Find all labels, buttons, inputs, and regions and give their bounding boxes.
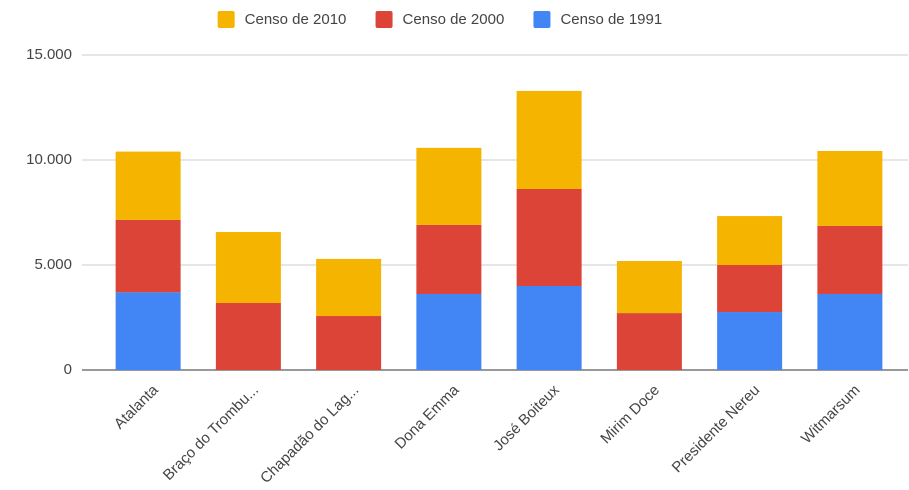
bar-segment xyxy=(516,286,582,370)
bar-segment xyxy=(416,147,482,225)
bar-segment xyxy=(817,225,883,294)
bar-segment xyxy=(616,313,682,370)
bar-segment xyxy=(215,303,281,370)
x-tick-label: José Boiteux xyxy=(490,381,563,454)
legend-label: Censo de 2000 xyxy=(403,11,505,28)
bar-segment xyxy=(717,312,783,370)
legend-swatch xyxy=(217,11,235,28)
x-tick-label: Braço do Trombu... xyxy=(160,382,262,484)
bar-segment xyxy=(817,293,883,370)
x-tick-label: Presidente Nereu xyxy=(669,382,764,477)
x-tick-label: Witmarsum xyxy=(798,382,864,448)
bar-segment xyxy=(316,258,382,317)
bar-segment xyxy=(817,150,883,226)
bar-segment xyxy=(416,293,482,370)
bar-segment xyxy=(516,188,582,286)
bar-segment xyxy=(717,216,783,265)
y-tick-label: 5.000 xyxy=(34,256,72,273)
x-tick-label: Mirim Doce xyxy=(597,382,663,448)
y-tick-label: 0 xyxy=(64,361,72,378)
bar-segment xyxy=(316,316,382,370)
legend-swatch xyxy=(375,11,393,28)
bar-segment xyxy=(717,265,783,313)
bar-segment xyxy=(115,292,181,370)
x-tick-label: Chapadão do Lag... xyxy=(257,382,362,487)
bar-segment xyxy=(616,261,682,314)
x-tick-label: Dona Emma xyxy=(392,381,463,452)
legend-label: Censo de 1991 xyxy=(560,11,662,28)
y-tick-label: 10.000 xyxy=(26,151,72,168)
bar-segment xyxy=(516,90,582,189)
bar-segment xyxy=(115,219,181,293)
legend-label: Censo de 2010 xyxy=(245,11,347,28)
x-tick-label: Atalanta xyxy=(111,381,162,432)
bar-segment xyxy=(416,224,482,294)
legend-swatch xyxy=(533,11,551,28)
y-tick-label: 15.000 xyxy=(26,46,72,63)
bar-segment xyxy=(115,151,181,220)
bar-segment xyxy=(215,232,281,304)
